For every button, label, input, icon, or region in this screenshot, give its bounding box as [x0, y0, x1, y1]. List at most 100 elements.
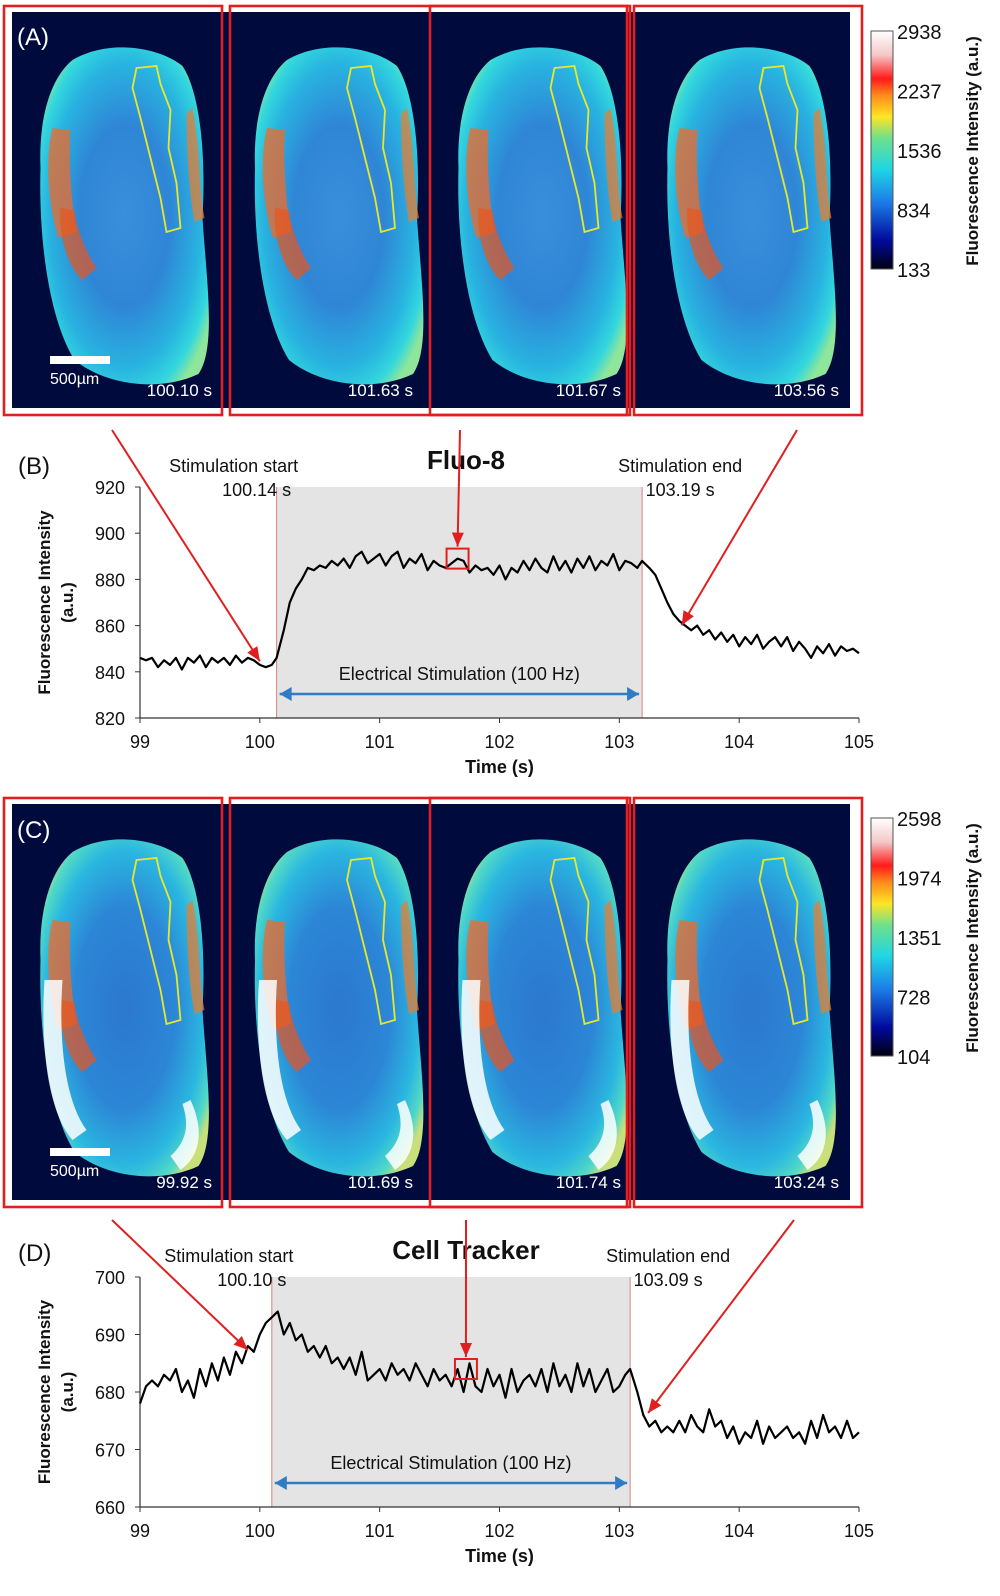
connector-arrowhead — [451, 532, 464, 547]
x-tick-label: 105 — [844, 1521, 874, 1541]
timestamp: 101.67 s — [556, 381, 621, 400]
hotspot — [687, 208, 724, 280]
selection-box-3 — [428, 796, 632, 1209]
y-tick-label: 670 — [95, 1441, 125, 1461]
highlight-box — [445, 547, 470, 570]
selection-box-1 — [2, 4, 224, 417]
selection-box-3 — [428, 4, 632, 417]
colorbar-tick-label: 834 — [897, 201, 930, 223]
arrow-head — [279, 687, 292, 701]
colorbar-tick-label: 728 — [897, 988, 930, 1010]
panel-c: 99.92 s 101.69 s 101.74 s 103.24 s 500µm (C) 2… — [2, 796, 982, 1209]
scale-bar — [50, 1148, 110, 1156]
selection-box-2 — [228, 796, 629, 1209]
colorbar-title: Fluorescence Intensity (a.u.) — [963, 36, 982, 266]
hotspot — [274, 208, 311, 280]
hotspot — [813, 108, 832, 222]
connector-line — [647, 1219, 795, 1414]
image-frame-3 — [458, 47, 627, 385]
timestamp: 103.24 s — [774, 1173, 839, 1192]
colorbar-tick-label: 1974 — [897, 869, 942, 891]
y-tick-label: 820 — [95, 709, 125, 729]
cell-image — [458, 47, 627, 385]
roi-outline — [346, 65, 396, 234]
stim-start-time: 100.10 s — [217, 1270, 286, 1290]
roi-outline — [758, 65, 809, 234]
timestamp: 99.92 s — [156, 1173, 212, 1192]
y-axis-label: Fluorescence Intensity — [35, 1299, 54, 1484]
stim-start-text: Stimulation start — [169, 456, 298, 476]
arrow-head — [615, 1476, 628, 1490]
panel-label: (C) — [17, 817, 50, 844]
highlight-box — [453, 1358, 478, 1380]
cell-image — [254, 839, 424, 1177]
y-axis-label: Fluorescence Intensity — [35, 510, 54, 695]
x-tick-label: 100 — [245, 1521, 275, 1541]
saturated-region — [461, 980, 505, 1140]
connector-arrowhead — [233, 1335, 248, 1350]
hotspot — [186, 108, 205, 222]
saturated-region — [170, 1100, 199, 1170]
y-axis-unit: (a.u.) — [58, 582, 77, 623]
y-tick-label: 680 — [95, 1383, 125, 1403]
cell-image — [667, 47, 836, 385]
stimulation-shade — [276, 487, 643, 718]
hotspot — [60, 1000, 97, 1072]
stim-start-text: Stimulation start — [164, 1246, 293, 1266]
image-frame-2 — [254, 47, 424, 385]
connector-arrowhead — [247, 646, 260, 662]
saturated-region — [670, 980, 714, 1140]
cell-image — [458, 839, 627, 1177]
roi-outline — [549, 65, 600, 234]
stim-end-text: Stimulation end — [618, 456, 742, 476]
saturated-region — [588, 1100, 617, 1170]
hotspot — [604, 108, 623, 222]
colorbar-tick-label: 2938 — [897, 22, 942, 44]
image-frame-4 — [667, 47, 836, 385]
panel-label: (B) — [18, 453, 50, 480]
roi-outline — [346, 857, 396, 1026]
stim-start-time: 100.14 s — [222, 480, 291, 500]
selection-box-4 — [632, 796, 864, 1209]
y-tick-label: 880 — [95, 570, 125, 590]
arrow-head — [274, 1476, 287, 1490]
colorbar-tick-label: 1536 — [897, 141, 942, 163]
stim-end-time: 103.09 s — [634, 1270, 703, 1290]
image-frame-4 — [667, 839, 836, 1177]
hotspot — [478, 1000, 515, 1072]
colorbar-tick-label: 104 — [897, 1047, 930, 1069]
y-tick-label: 690 — [95, 1326, 125, 1346]
colorbar-title: Fluorescence Intensity (a.u.) — [963, 823, 982, 1053]
connector-arrowhead — [648, 1398, 662, 1413]
timestamp: 103.56 s — [774, 381, 839, 400]
cell-image — [40, 839, 209, 1177]
y-tick-label: 840 — [95, 663, 125, 683]
scale-bar — [50, 356, 110, 364]
x-tick-label: 99 — [130, 732, 150, 752]
colorbar-tick-label: 1351 — [897, 928, 942, 950]
colorbar — [870, 817, 894, 1057]
x-tick-label: 104 — [724, 1521, 754, 1541]
hotspot — [274, 1000, 311, 1072]
series-line — [139, 550, 860, 671]
x-tick-label: 101 — [365, 1521, 395, 1541]
saturated-region — [257, 980, 301, 1140]
x-tick-label: 104 — [724, 732, 754, 752]
image-frame-2 — [254, 839, 424, 1177]
colorbar-tick-label: 133 — [897, 260, 930, 282]
colorbar-tick-label: 2237 — [897, 82, 942, 104]
y-tick-label: 900 — [95, 524, 125, 544]
x-tick-label: 102 — [484, 732, 514, 752]
image-frame-1 — [40, 839, 209, 1177]
scale-bar-label: 500µm — [50, 371, 99, 388]
connector-line — [456, 429, 461, 547]
panel-label: (A) — [17, 24, 49, 51]
hotspot — [60, 208, 97, 280]
saturated-region — [797, 1100, 826, 1170]
chart-title: Fluo-8 — [427, 445, 505, 475]
x-tick-label: 102 — [484, 1521, 514, 1541]
hotspot — [186, 900, 205, 1014]
x-axis-label: Time (s) — [465, 1546, 534, 1566]
selection-box-2 — [228, 4, 629, 417]
